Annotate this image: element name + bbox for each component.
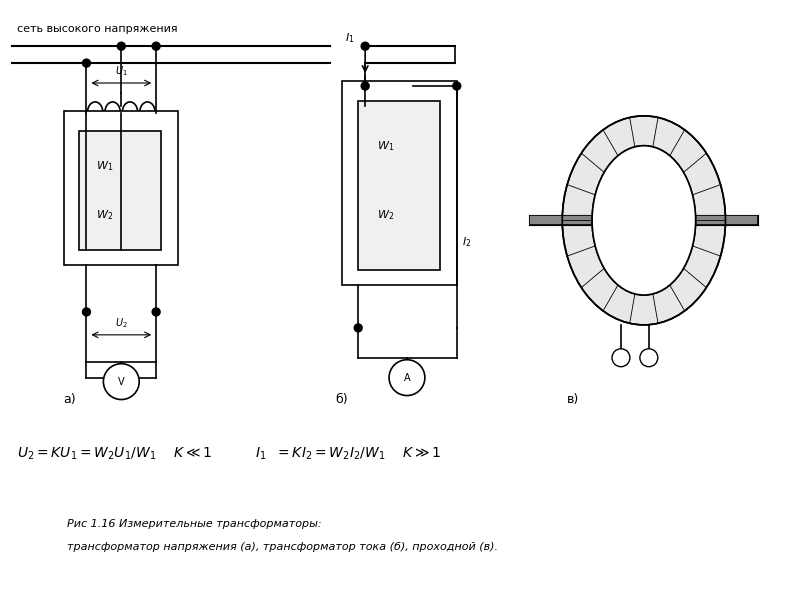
- Text: $I_2$: $I_2$: [462, 235, 471, 249]
- Circle shape: [453, 82, 461, 90]
- Circle shape: [82, 308, 90, 316]
- Circle shape: [612, 349, 630, 367]
- Circle shape: [152, 42, 160, 50]
- Circle shape: [152, 308, 160, 316]
- Text: A: A: [404, 373, 410, 383]
- Text: в): в): [567, 393, 579, 406]
- Ellipse shape: [592, 146, 696, 295]
- Text: V: V: [118, 377, 125, 386]
- Text: $W_1$: $W_1$: [97, 159, 114, 173]
- Text: $W_2$: $W_2$: [97, 208, 114, 222]
- Ellipse shape: [592, 146, 696, 295]
- Circle shape: [361, 42, 369, 50]
- Ellipse shape: [562, 116, 726, 325]
- Text: б): б): [335, 393, 348, 406]
- Text: $U_2$: $U_2$: [115, 316, 128, 330]
- Text: а): а): [63, 393, 76, 406]
- Circle shape: [640, 349, 658, 367]
- Circle shape: [103, 364, 139, 400]
- Bar: [79, 131, 161, 250]
- Text: трансформатор напряжения (а), трансформатор тока (б), проходной (в).: трансформатор напряжения (а), трансформа…: [66, 542, 498, 552]
- Text: Рис 1.16 Измерительные трансформаторы:: Рис 1.16 Измерительные трансформаторы:: [66, 519, 321, 529]
- Bar: [358, 101, 440, 270]
- Circle shape: [361, 82, 369, 90]
- Text: $U_2 = KU_1 = W_2U_1/W_1$    $K \ll 1$          $I_1\ \ = KI_2 = W_2I_2/W_1$    : $U_2 = KU_1 = W_2U_1/W_1$ $K \ll 1$ $I_1…: [17, 446, 441, 463]
- Circle shape: [389, 360, 425, 395]
- Text: $U_1$: $U_1$: [115, 64, 128, 78]
- Circle shape: [354, 324, 362, 332]
- Circle shape: [118, 42, 126, 50]
- Text: $W_1$: $W_1$: [377, 139, 394, 152]
- Bar: [63, 111, 178, 265]
- Bar: [342, 81, 457, 285]
- Text: $W_2$: $W_2$: [377, 208, 394, 222]
- Text: сеть высокого напряжения: сеть высокого напряжения: [17, 24, 178, 34]
- Circle shape: [82, 59, 90, 67]
- Text: $I_1$: $I_1$: [346, 31, 354, 45]
